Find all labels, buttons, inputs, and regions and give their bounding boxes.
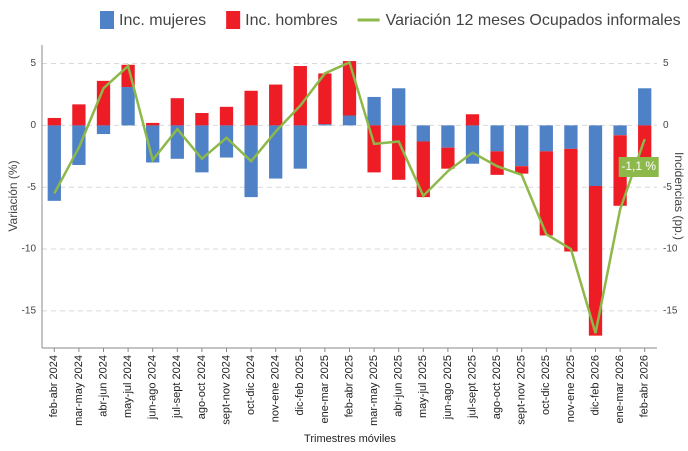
x-tick-label: sept-nov 2025 [516,355,528,425]
x-axis-title: Trimestres móviles [304,433,396,445]
legend-swatch [226,11,241,29]
data-label-box [618,156,659,177]
bar [47,125,61,201]
bar [318,124,332,126]
bar [515,125,529,167]
bar [539,125,553,152]
x-tick-label: jul-sept 2024 [171,355,183,419]
bar [465,125,480,164]
bar [121,87,135,126]
bar [219,125,234,158]
x-tick-label: mar-may 2024 [73,355,85,426]
bar [72,104,86,126]
y-axis-title: Variación (%) [6,160,20,231]
x-tick-label: jul-sept 2025 [466,355,478,419]
bar [490,151,504,175]
x-tick-label: jun-ago 2025 [442,355,454,420]
bar [416,141,430,198]
bar [96,125,111,135]
x-tick-label: nov-ene 2025 [565,355,577,422]
x-tick-label: oct-dic 2025 [540,355,552,415]
x-tick-label: abr-jun 2024 [97,355,109,417]
bar [219,106,234,126]
x-tick-label: may-jul 2025 [417,355,429,418]
y2-tick-label: -5 [663,182,672,193]
bar [342,115,357,126]
x-tick-label: nov-ene 2024 [270,355,282,422]
y2-axis-title: Incidencias (pp.) [672,152,686,240]
y-tick-label: -10 [22,244,37,255]
x-tick-label: feb-abr 2025 [343,355,355,417]
legend-label: Inc. mujeres [119,12,206,29]
x-tick-label: oct-dic 2024 [245,355,257,415]
bar [465,114,480,126]
bar [269,125,283,179]
legend-label: Inc. hombres [245,12,337,29]
x-tick-label: dic-feb 2026 [589,355,601,416]
y2-tick-label: -10 [663,244,678,255]
x-tick-label: sept-nov 2024 [220,355,232,425]
bar [441,147,455,169]
bar [293,66,307,126]
bar [195,113,209,126]
bar [613,125,627,136]
bar [638,88,652,126]
bar [342,61,357,116]
x-tick-label: ago-oct 2025 [491,355,503,419]
bar [588,125,603,186]
bar [244,90,258,126]
bar [96,80,111,126]
y-tick-label: 0 [30,120,36,131]
x-tick-label: abr-jun 2025 [393,355,405,417]
bar [47,117,61,126]
data-label: -1,1 % [621,159,656,173]
y-tick-label: 5 [30,58,36,69]
bar [416,125,430,142]
legend-swatch [100,11,114,29]
x-tick-label: may-jul 2024 [122,355,134,418]
y2-tick-label: -15 [663,306,678,317]
y2-tick-label: 5 [663,58,669,69]
bar [564,148,578,252]
bar [588,185,603,336]
x-tick-label: ago-oct 2024 [196,355,208,419]
x-tick-label: mar-may 2025 [368,355,380,426]
bar [539,151,553,236]
y-tick-label: -5 [27,182,36,193]
bar [441,125,455,148]
bar [146,125,160,163]
bar [170,98,184,126]
y-tick-label: -15 [22,306,37,317]
y2-tick-label: 0 [663,120,669,131]
bar [195,125,209,173]
x-tick-label: ene-mar 2026 [614,355,626,424]
bar [293,125,307,169]
x-tick-label: ene-mar 2025 [319,355,331,424]
bar [146,122,160,126]
line [53,60,646,334]
legend-label: Variación 12 meses Ocupados informales [386,12,681,29]
x-tick-label: jun-ago 2024 [147,355,159,420]
x-tick-label: dic-feb 2025 [294,355,306,416]
bar [367,96,381,126]
bar [318,73,332,125]
bar [564,125,578,149]
x-tick-label: feb-abr 2024 [48,355,60,417]
bar [490,125,504,152]
bar [392,125,406,180]
bar [515,166,529,174]
bar [392,88,406,126]
x-tick-label: feb-abr 2026 [639,355,651,417]
bar [269,84,283,126]
